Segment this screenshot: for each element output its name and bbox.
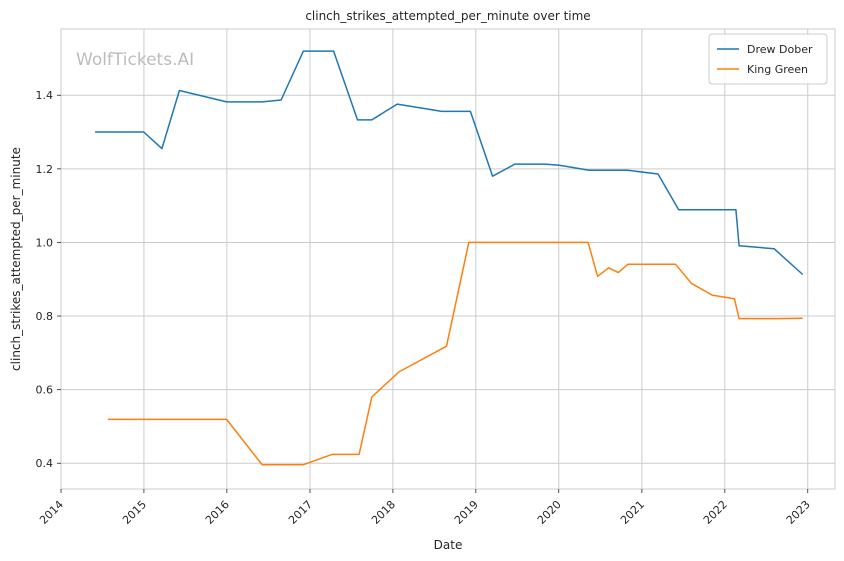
y-tick-label: 1.4 [36,89,54,102]
y-tick-label: 1.2 [36,163,54,176]
chart-title: clinch_strikes_attempted_per_minute over… [305,9,590,23]
legend-box [708,33,828,85]
y-tick-label: 0.4 [36,457,54,470]
y-axis-label: clinch_strikes_attempted_per_minute [9,147,23,371]
x-axis-label: Date [434,538,463,552]
y-tick-label: 1.0 [36,236,54,249]
legend-label: Drew Dober [747,43,813,56]
y-tick-label: 0.6 [36,384,54,397]
y-axis-ticks: 0.4 0.6 0.8 1.0 1.2 1.4 [36,89,61,470]
grid-lines [60,29,835,489]
watermark-text: WolfTickets.AI [76,50,194,70]
series-layer [95,50,804,466]
legend: Drew Dober King Green [708,33,828,85]
plot-frame [60,28,836,490]
series-line-king-green [107,241,803,466]
series-line-drew-dober [95,50,804,276]
plot-area [61,29,835,489]
legend-label: King Green [747,63,808,76]
y-tick-label: 0.8 [36,310,54,323]
